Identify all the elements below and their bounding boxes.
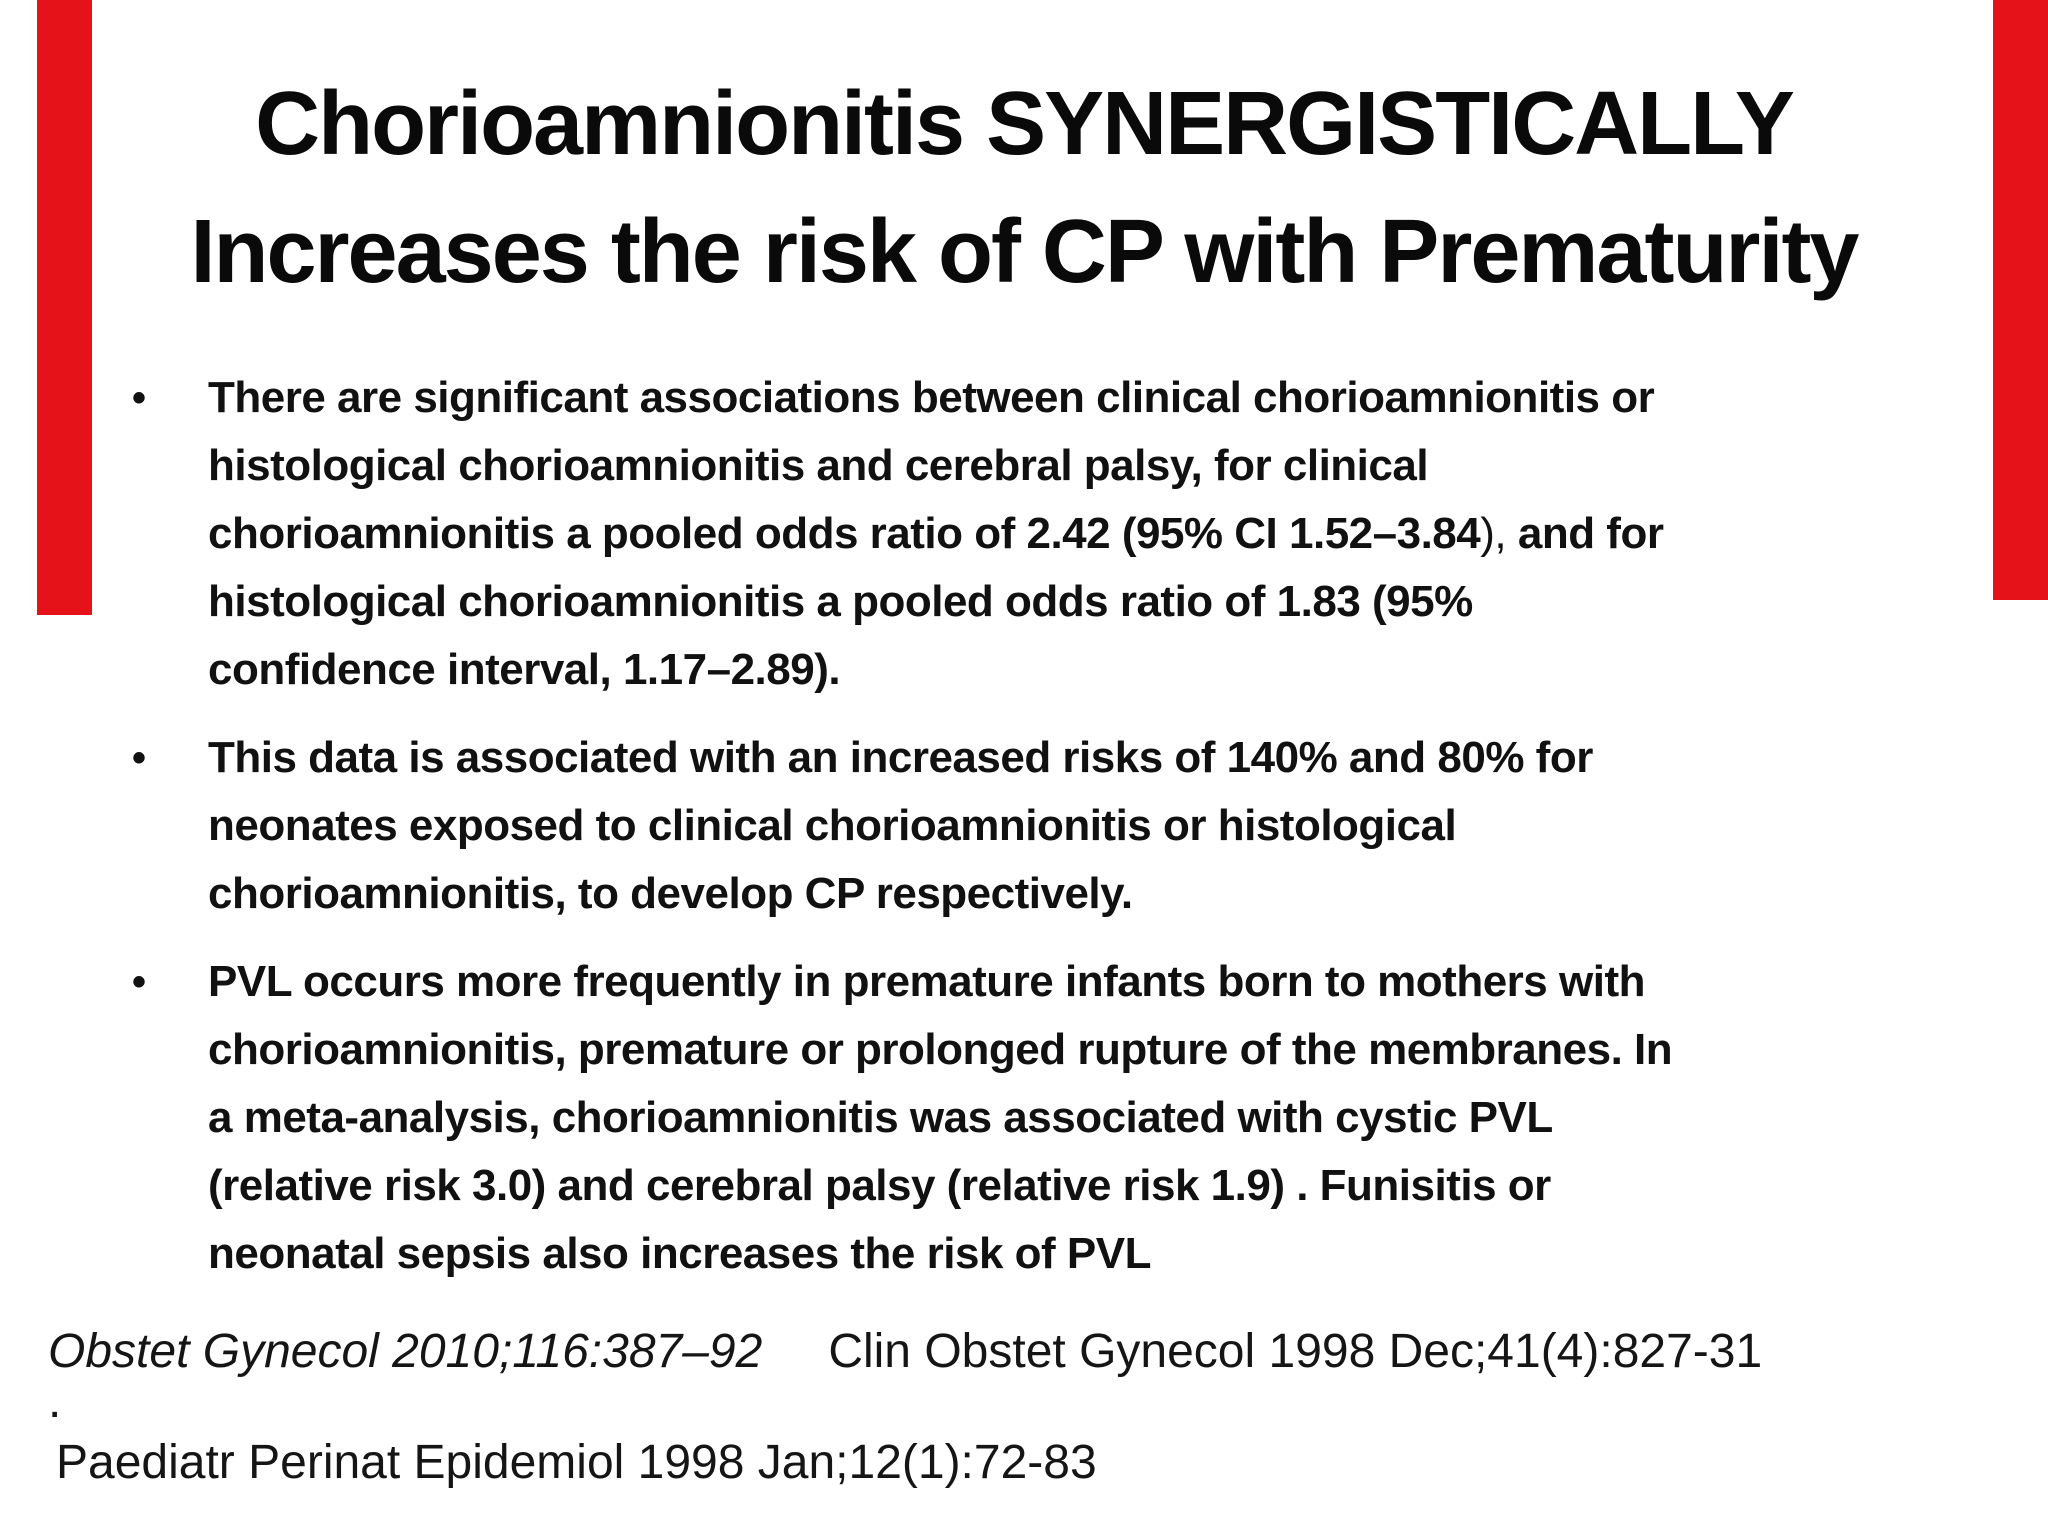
bullet-text: PVL occurs more frequently in premature … [208,957,1673,1278]
citation-period: . [48,1375,62,1428]
citation-row: Obstet Gynecol 2010;116:387–92 Clin Obst… [48,1322,2008,1382]
bullet-glyph: • [132,736,146,780]
slide-title-line-1: Chorioamnionitis SYNERGISTICALLY [255,74,1795,174]
bullet-text: This data is associated with an increase… [208,733,1593,918]
bullet-text: There are significant associations betwe… [208,373,1664,694]
citation-paediatr-perinat: Paediatr Perinat Epidemiol 1998 Jan;12(1… [56,1436,1097,1489]
red-bar-left-decoration [37,0,92,615]
slide-title: Chorioamnionitis SYNERGISTICALLY Increas… [0,60,2048,316]
citation-clin-obstet-gynecol: Clin Obstet Gynecol 1998 Dec;41(4):827-3… [828,1325,1763,1378]
citation-obstet-gynecol: Obstet Gynecol 2010;116:387–92 [48,1325,763,1378]
bullet-list: • There are significant associations betw… [130,364,1920,1308]
bullet-item: • This data is associated with an increas… [130,724,1920,928]
slide-title-line-2: Increases the risk of CP with Prematurit… [190,202,1860,302]
bullet-item: • PVL occurs more frequently in premature… [130,948,1920,1288]
bullet-item: • There are significant associations betw… [130,364,1920,704]
red-bar-right-decoration [1993,0,2048,600]
bullet-glyph: • [132,376,146,420]
bullet-glyph: • [132,960,146,1004]
